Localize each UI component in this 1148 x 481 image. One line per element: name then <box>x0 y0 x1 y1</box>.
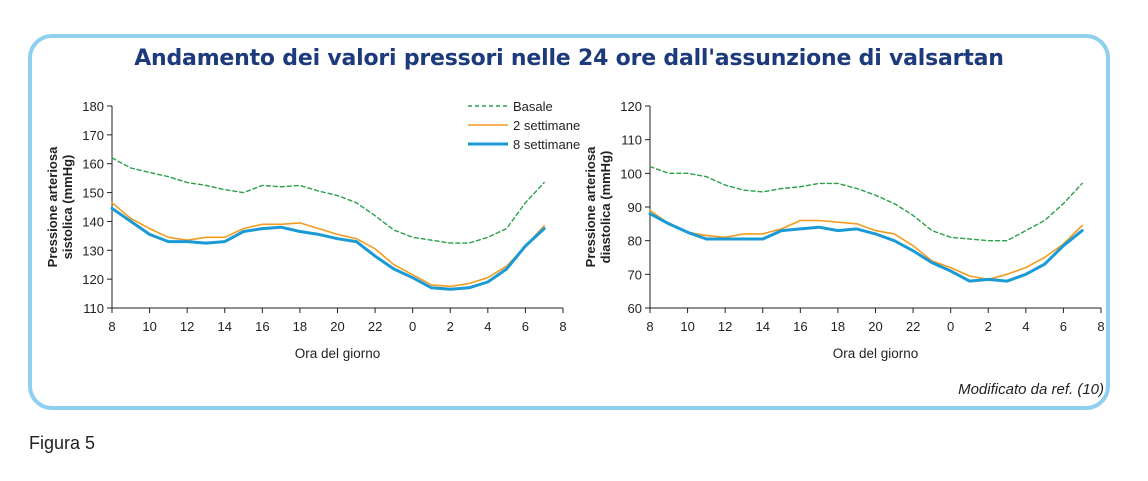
legend-label: Basale <box>513 99 553 114</box>
x-tick-label: 22 <box>906 319 920 334</box>
legend-label: 2 settimane <box>513 118 580 133</box>
x-tick-label: 0 <box>947 319 954 334</box>
series-line-basale <box>649 165 1083 242</box>
y-tick-label: 110 <box>83 301 104 316</box>
x-tick-label: 22 <box>368 319 382 334</box>
diastolic-chart: 60 70 80 90 100 110 120 8 10 12 14 16 18 20 22 0 2 4 6 8 Ora… <box>583 99 1105 361</box>
x-tick-label: 14 <box>756 319 770 334</box>
x-tick-label: 10 <box>142 319 156 334</box>
y-tick-label: 120 <box>82 272 104 287</box>
x-tick-label: 0 <box>409 319 416 334</box>
y-axis-label: sistolica (mmHg) <box>60 155 75 260</box>
x-tick-label: 4 <box>1022 319 1029 334</box>
y-tick-label: 120 <box>620 99 642 114</box>
x-tick-label: 8 <box>559 319 566 334</box>
y-axis-label: Pressione arteriosa <box>583 146 598 267</box>
figure-frame <box>28 34 1110 410</box>
source-note: Modificato da ref. (10) <box>958 381 1104 398</box>
x-tick-label: 6 <box>1060 319 1067 334</box>
series-line-basale <box>111 157 545 244</box>
x-tick-label: 2 <box>985 319 992 334</box>
x-tick-label: 8 <box>108 319 115 334</box>
x-tick-label: 20 <box>868 319 882 334</box>
series-line-2-settimane <box>649 209 1084 281</box>
systolic-chart: 110 120 130 140 150 160 170 180 8 10 12 14 16 18 20 22 0… <box>45 99 580 361</box>
series-line-8-settimane <box>110 206 546 291</box>
x-axis-label: Ora del giorno <box>833 346 919 361</box>
y-tick-label: 160 <box>82 157 104 172</box>
legend-label: 8 settimane <box>513 137 580 152</box>
x-tick-label: 14 <box>218 319 232 334</box>
y-axis-label: diastolica (mmHg) <box>598 151 613 264</box>
series-line-8-settimane <box>648 212 1084 283</box>
y-tick-label: 80 <box>628 234 642 249</box>
chart-title: Andamento dei valori pressori nelle 24 o… <box>134 46 1004 71</box>
y-axis-label: Pressione arteriosa <box>45 146 60 267</box>
x-axis-label: Ora del giorno <box>295 346 381 361</box>
x-tick-label: 16 <box>255 319 269 334</box>
x-tick-label: 18 <box>831 319 845 334</box>
x-tick-label: 8 <box>646 319 653 334</box>
y-tick-label: 90 <box>628 200 642 215</box>
y-tick-label: 60 <box>628 301 642 316</box>
y-tick-label: 170 <box>82 128 104 143</box>
y-tick-label: 150 <box>82 186 104 201</box>
y-tick-label: 70 <box>628 267 642 282</box>
x-tick-label: 16 <box>793 319 807 334</box>
x-tick-label: 8 <box>1097 319 1104 334</box>
x-tick-label: 6 <box>522 319 529 334</box>
x-tick-label: 18 <box>293 319 307 334</box>
series-line-2-settimane <box>111 201 546 288</box>
y-tick-label: 130 <box>82 243 104 258</box>
y-tick-label: 140 <box>82 214 104 229</box>
x-tick-label: 12 <box>180 319 194 334</box>
x-tick-label: 2 <box>447 319 454 334</box>
x-tick-label: 4 <box>484 319 491 334</box>
figure-label: Figura 5 <box>29 433 96 453</box>
x-tick-label: 12 <box>718 319 732 334</box>
x-tick-label: 10 <box>680 319 694 334</box>
y-tick-label: 100 <box>620 166 642 181</box>
y-tick-label: 180 <box>82 99 104 114</box>
y-tick-label: 110 <box>621 133 642 148</box>
x-tick-label: 20 <box>330 319 344 334</box>
